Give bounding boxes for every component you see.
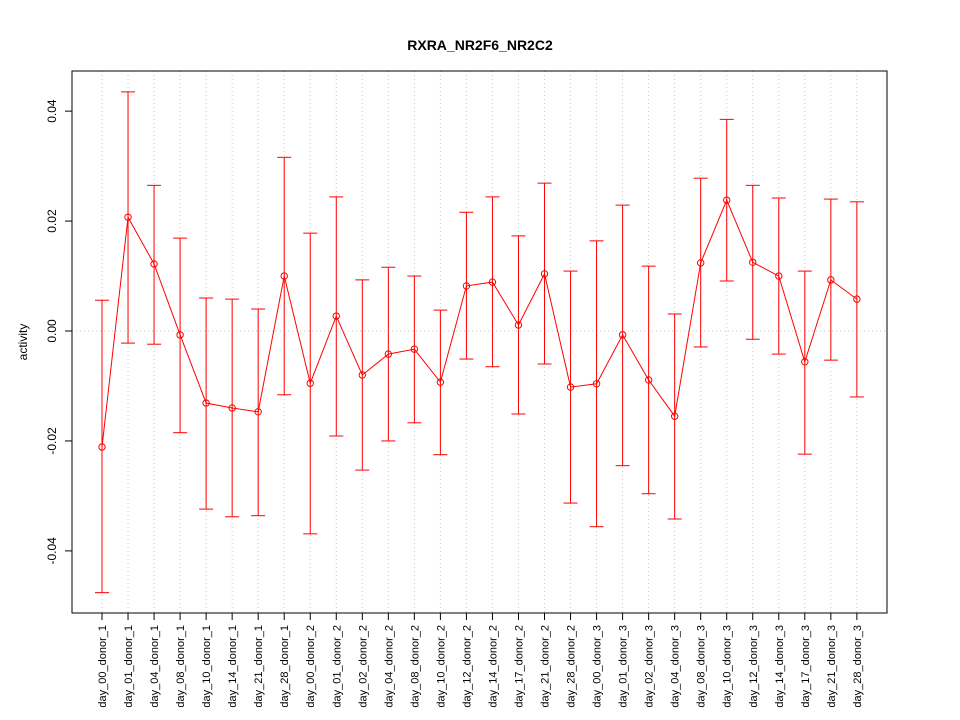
data-point: [176, 331, 184, 339]
data-point: [801, 358, 809, 366]
data-point: [696, 259, 705, 267]
data-point: [488, 278, 497, 286]
data-point: [749, 258, 757, 266]
x-tick-label: day_14_donor_2: [487, 625, 499, 708]
series-polyline: [101, 198, 858, 448]
x-tick-label: day_10_donor_2: [435, 625, 447, 708]
x-tick-label: day_04_donor_1: [149, 625, 161, 708]
x-tick-label: day_21_donor_1: [253, 625, 265, 708]
data-point: [514, 321, 523, 329]
x-tick-label: day_28_donor_2: [566, 625, 578, 708]
data-point: [98, 443, 106, 451]
data-point: [592, 380, 601, 388]
series-line: [98, 196, 861, 451]
data-point: [254, 408, 262, 416]
x-tick-label: day_17_donor_2: [513, 625, 525, 708]
y-tick-label: -0.04: [45, 537, 59, 565]
x-tick-label: day_08_donor_1: [175, 625, 187, 708]
data-point: [462, 282, 471, 290]
x-tick-label: day_10_donor_1: [201, 625, 213, 708]
x-tick-label: day_04_donor_3: [670, 625, 682, 708]
x-tick-label: day_08_donor_2: [409, 625, 421, 708]
y-tick-label: -0.02: [45, 427, 59, 455]
grid: [72, 71, 887, 613]
data-point: [150, 260, 158, 268]
chart-title: RXRA_NR2F6_NR2C2: [407, 37, 553, 53]
x-tick-label: day_28_donor_3: [852, 625, 864, 708]
x-tick-label: day_02_donor_2: [357, 625, 369, 708]
data-point: [384, 350, 393, 358]
x-tick-label: day_12_donor_3: [748, 625, 760, 708]
data-point: [566, 383, 575, 391]
x-axis: day_00_donor_1 day_01_donor_1 day_04_donor…: [97, 613, 864, 708]
x-tick-label: day_10_donor_3: [722, 625, 734, 708]
data-point: [540, 270, 549, 278]
data-point: [358, 371, 366, 379]
x-tick-label: day_21_donor_2: [540, 625, 552, 708]
plot-frame: [71, 70, 888, 614]
x-tick-label: day_01_donor_1: [123, 625, 135, 708]
y-tick-label: 0.02: [45, 209, 59, 233]
data-point: [332, 312, 340, 320]
x-tick-label: day_28_donor_1: [279, 625, 291, 708]
data-point: [124, 213, 132, 221]
x-tick-label: day_00_donor_2: [305, 625, 317, 708]
data-point: [306, 379, 314, 387]
x-tick-label: day_17_donor_3: [800, 625, 812, 708]
data-point: [436, 378, 445, 386]
x-tick-label: day_04_donor_2: [383, 625, 395, 708]
data-point: [202, 399, 210, 407]
data-point: [644, 376, 653, 384]
x-tick-label: day_14_donor_1: [227, 625, 239, 708]
error-bars: [95, 91, 864, 594]
data-point: [723, 196, 731, 204]
y-tick-label: 0.04: [45, 99, 59, 123]
y-tick-label: 0.00: [45, 319, 59, 343]
x-tick-label: day_12_donor_2: [461, 625, 473, 708]
y-axis-label: activity: [16, 324, 30, 361]
x-tick-label: day_01_donor_2: [331, 625, 343, 708]
x-tick-label: day_00_donor_1: [97, 625, 109, 708]
data-point: [280, 272, 288, 280]
x-tick-label: day_21_donor_3: [826, 625, 838, 708]
data-point: [228, 404, 236, 412]
x-tick-label: day_14_donor_3: [774, 625, 786, 708]
data-point: [670, 412, 679, 420]
data-point: [410, 345, 419, 353]
data-point: [618, 331, 627, 339]
x-tick-label: day_02_donor_3: [644, 625, 656, 708]
data-point: [775, 272, 783, 280]
x-tick-label: day_08_donor_3: [696, 625, 708, 708]
x-tick-label: day_01_donor_3: [618, 625, 630, 708]
y-axis: -0.04 -0.02 0.00 0.02 0.04: [45, 99, 73, 565]
x-tick-label: day_00_donor_3: [592, 625, 604, 708]
data-point: [827, 276, 835, 284]
data-point: [853, 295, 861, 303]
